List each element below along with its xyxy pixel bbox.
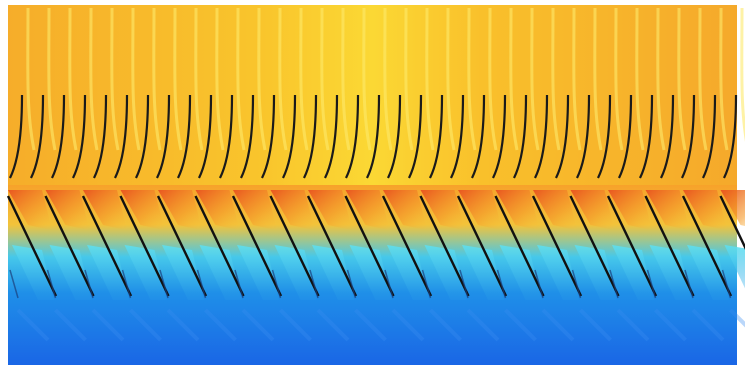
- flow-field-image: [0, 0, 745, 373]
- page: (() => { const svg = document.getElement…: [0, 0, 745, 373]
